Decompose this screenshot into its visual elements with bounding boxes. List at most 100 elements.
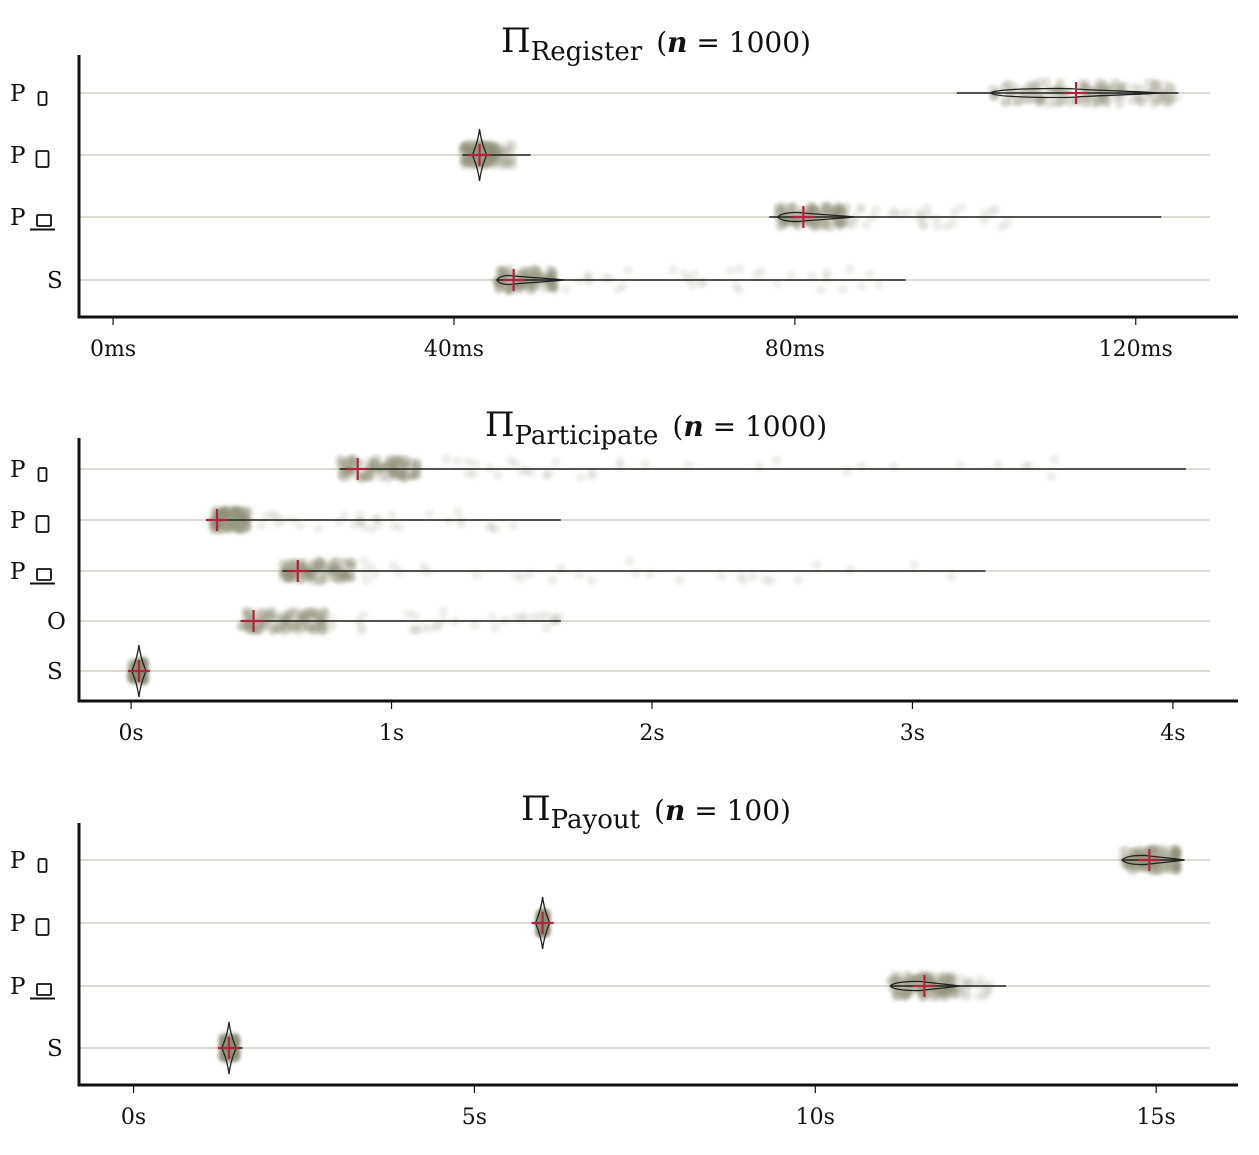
row-label: S: [47, 268, 63, 294]
row-p-laptop: P: [10, 556, 986, 586]
x-tick-label: 2s: [639, 721, 664, 746]
row-label: P: [10, 143, 25, 169]
data-point: [279, 625, 290, 636]
data-point: [815, 284, 826, 295]
tablet-icon: [35, 918, 50, 936]
data-point: [941, 221, 952, 232]
data-point: [366, 523, 377, 534]
data-point: [982, 988, 993, 999]
data-point: [256, 520, 267, 531]
data-point: [979, 208, 990, 219]
data-point: [888, 461, 899, 472]
row-p-phone: P: [10, 454, 1186, 484]
chart-title: ΠRegister (n = 1000): [501, 21, 811, 67]
data-point: [807, 270, 818, 281]
row-p-tablet: P: [10, 128, 531, 182]
data-point: [547, 575, 558, 586]
data-point: [618, 280, 629, 291]
data-point: [1022, 82, 1033, 93]
data-point: [1029, 79, 1040, 90]
data-point: [560, 284, 571, 295]
data-point: [496, 158, 507, 169]
data-point: [892, 989, 903, 1000]
data-point: [322, 623, 333, 634]
data-point: [294, 520, 305, 531]
data-point: [1080, 98, 1091, 109]
data-point: [1035, 94, 1046, 105]
data-point: [469, 619, 480, 630]
data-point: [507, 141, 518, 152]
row-label: P: [10, 848, 25, 874]
data-point: [586, 575, 597, 586]
data-point: [534, 611, 545, 622]
data-point: [261, 511, 272, 522]
title-subscript: Payout: [551, 805, 641, 835]
data-point: [278, 613, 289, 624]
data-point: [463, 456, 474, 467]
data-point: [990, 204, 1001, 215]
data-point: [412, 470, 423, 481]
violin-outline: [131, 644, 147, 698]
laptop-icon: [30, 983, 55, 1000]
violin-outline: [776, 211, 855, 223]
data-point: [771, 455, 782, 466]
data-point: [984, 979, 995, 990]
data-point: [667, 264, 678, 275]
data-point: [268, 625, 279, 636]
data-point: [462, 468, 473, 479]
violin-outline: [471, 128, 488, 182]
data-point: [418, 561, 429, 572]
violin-outline: [534, 896, 551, 950]
data-point: [821, 272, 832, 283]
data-point: [1163, 92, 1174, 103]
row-p-phone: P: [10, 844, 1185, 876]
row-s: S: [47, 264, 906, 296]
data-point: [516, 280, 527, 291]
data-point: [956, 202, 967, 213]
data-point: [1041, 77, 1052, 88]
data-point: [365, 562, 376, 573]
data-point: [496, 266, 507, 277]
data-point: [358, 610, 369, 621]
data-point: [306, 621, 317, 632]
data-point: [856, 202, 867, 213]
data-point: [396, 469, 407, 480]
data-point: [444, 515, 455, 526]
data-point: [614, 461, 625, 472]
row-label: P: [10, 911, 25, 937]
title-n-label: n: [683, 410, 703, 443]
data-point: [760, 574, 771, 585]
title-symbol: Π: [485, 405, 515, 445]
data-point: [624, 556, 635, 567]
data-point: [386, 510, 397, 521]
data-point: [550, 456, 561, 467]
data-point: [424, 509, 435, 520]
data-point: [370, 455, 381, 466]
data-point: [1149, 865, 1160, 876]
data-point: [363, 471, 374, 482]
chart-panel-3: ΠPayout (n = 100) 0s 5s 10s 15s P P P S: [10, 789, 1238, 1130]
data-point: [289, 619, 300, 630]
data-point: [394, 566, 405, 577]
data-point: [244, 506, 255, 517]
row-label: O: [47, 609, 66, 635]
row-p-tablet: P: [10, 505, 561, 535]
data-point: [803, 217, 814, 228]
data-point: [303, 571, 314, 582]
data-point: [369, 514, 380, 525]
row-s: S: [47, 644, 150, 698]
data-point: [845, 564, 856, 575]
row-label: P: [10, 205, 25, 231]
row-p-laptop: P: [10, 201, 1162, 233]
data-point: [485, 462, 496, 473]
data-point: [955, 460, 966, 471]
x-tick-label: 15s: [1137, 1105, 1176, 1130]
data-point: [811, 559, 822, 570]
data-point: [334, 516, 345, 527]
data-point: [1148, 98, 1159, 109]
violin-outline: [990, 87, 1161, 99]
data-point: [1160, 851, 1171, 862]
data-point: [996, 222, 1007, 233]
chart-title: ΠPayout (n = 100): [521, 789, 791, 835]
